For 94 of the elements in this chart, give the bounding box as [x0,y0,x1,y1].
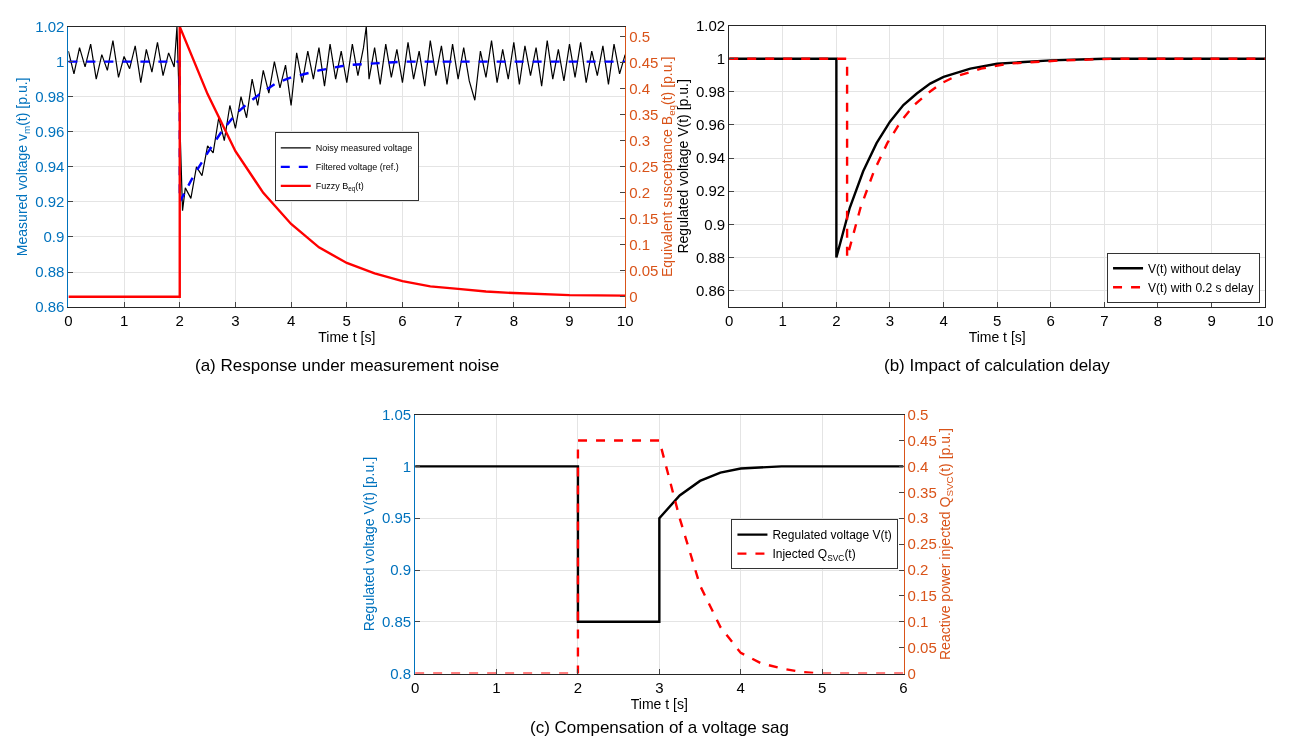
legend-label: Noisy measured voltage [315,143,413,154]
y2-tick-label: 0 [907,664,916,682]
x-tick-label: 3 [655,678,664,696]
x-axis-title: Time t [s] [968,329,1026,346]
y2-tick-label: 0.25 [907,535,937,553]
x-tick-label: 6 [1046,312,1055,330]
legend-label: V(t) with 0.2 s delay [1148,280,1254,295]
x-tick-label: 9 [1207,312,1216,330]
y-tick-label: 0.88 [35,263,65,281]
legend-label: Fuzzy B$_{eq}$(t) [315,181,364,194]
y-tick-label: 0.86 [35,298,65,316]
legend-label: Injected Q$_{SVC}$(t) [772,547,856,563]
x-tick-label: 6 [899,678,908,696]
y-tick-label: 0.94 [35,158,65,176]
legend-label: Regulated voltage V(t) [772,528,892,543]
line-series [68,26,626,212]
line-series [729,57,1266,259]
y-tick-label: 0.96 [35,123,65,141]
y-axis-title: Regulated voltage V(t) [p.u.] [360,456,377,632]
line-series [415,465,904,624]
y-tick-label: 0.9 [390,561,412,579]
y2-tick-label: 0.4 [629,80,651,98]
y2-tick-label: 0.4 [907,457,929,475]
y2-tick-label: 0.15 [907,587,937,605]
y2-tick-label: 0.05 [629,261,659,279]
y2-tick-label: 0.45 [907,431,937,449]
x-tick-label: 8 [1153,312,1163,330]
x-tick-label: 3 [231,312,240,330]
y-tick-label: 1 [402,457,412,475]
x-tick-label: 4 [736,678,745,696]
x-tick-label: 7 [453,312,463,330]
x-tick-label: 9 [565,312,574,330]
text: (b) Impact of calculation delay [884,356,1111,375]
x-tick-label: 5 [817,678,827,696]
text: (a) Response under measurement noise [195,356,500,375]
y2-tick-label: 0.35 [629,106,659,124]
y2-tick-label: 0.1 [629,236,651,254]
legend-label: V(t) without delay [1148,261,1241,276]
x-tick-label: 6 [398,312,407,330]
y2-tick-label: 0.2 [629,184,651,202]
x-tick-label: 2 [175,312,184,330]
x-tick-label: 2 [573,678,583,696]
x-axis-title: Time t [s] [630,695,688,712]
x-tick-label: 10 [1256,312,1274,330]
y2-tick-label: 0.05 [907,638,937,656]
text: (c) Compensation of a voltage sag [530,718,789,737]
x-tick-label: 8 [509,312,518,330]
legend-label: Filtered voltage (ref.) [315,162,399,173]
x-tick-label: 10 [616,312,634,330]
y2-tick-label: 0.3 [629,132,651,150]
y-tick-label: 0.86 [695,281,726,299]
y2-tick-label: 0.5 [629,28,651,46]
x-tick-label: 1 [778,312,787,330]
y-tick-label: 0.94 [695,149,726,167]
y-tick-label: 0.92 [695,182,726,200]
x-tick-label: 1 [119,312,129,330]
y-tick-label: 0.98 [35,87,65,105]
x-tick-label: 4 [939,312,948,330]
y-tick-label: 0.95 [381,509,412,527]
y-tick-label: 1 [716,49,726,67]
line-series [68,26,626,298]
y2-tick-label: 0.2 [907,561,929,579]
y-tick-label: 0.88 [695,248,726,266]
y2-tick-label: 0.15 [629,210,659,228]
y2-tick-label: 0.5 [907,405,929,423]
y2-tick-label: 0 [629,287,638,305]
y-tick-label: 1.05 [381,405,412,423]
y-tick-label: 0.9 [43,228,65,246]
x-tick-label: 2 [832,312,841,330]
x-tick-label: 5 [992,312,1002,330]
x-tick-label: 3 [885,312,895,330]
y2-tick-label: 0.3 [907,509,929,527]
x-tick-label: 1 [492,678,501,696]
y-tick-label: 0.85 [381,613,412,631]
y-tick-label: 1 [56,52,65,70]
y-tick-label: 1.02 [35,17,65,35]
x-tick-label: 4 [286,312,296,330]
x-axis-title: Time t [s] [318,329,376,346]
x-tick-label: 7 [1100,312,1109,330]
y-tick-label: 0.8 [390,664,412,682]
x-tick-label: 0 [725,312,734,330]
y2-tick-label: 0.1 [907,613,929,631]
x-tick-label: 0 [410,678,420,696]
x-tick-label: 0 [64,312,73,330]
y-tick-label: 0.9 [704,215,726,233]
x-tick-label: 5 [342,312,351,330]
y-tick-label: 0.96 [695,116,726,134]
y2-tick-label: 0.45 [629,54,659,72]
y2-tick-label: 0.35 [907,483,937,501]
y-tick-label: 0.92 [35,193,65,211]
y-tick-label: 0.98 [695,83,726,101]
line-series [415,439,904,674]
y-tick-label: 1.02 [695,16,726,34]
y2-tick-label: 0.25 [629,158,659,176]
